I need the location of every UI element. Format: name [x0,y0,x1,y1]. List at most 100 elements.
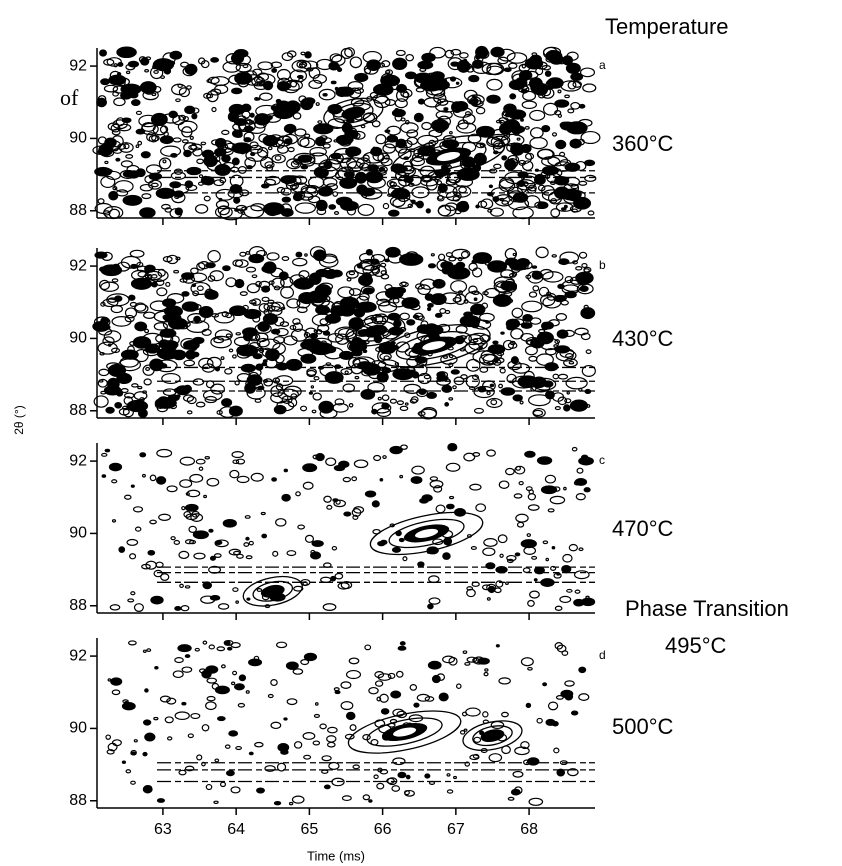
noise [267,305,283,316]
noise [195,401,206,408]
noise [134,526,142,532]
noise [122,194,143,206]
noise [512,394,523,402]
noise [504,247,518,260]
noise [291,59,312,73]
noise [528,355,538,362]
noise [262,135,279,147]
noise [536,148,555,160]
noise [413,312,424,321]
noise [125,769,132,774]
noise [380,539,388,545]
noise [266,305,276,312]
noise [391,108,406,118]
noise [392,757,406,766]
noise [198,305,214,319]
noise [215,200,230,210]
noise [505,581,509,586]
noise [499,553,504,558]
noise [554,176,570,186]
noise [144,732,156,742]
noise [309,246,326,260]
noise [164,207,173,213]
noise [331,545,338,551]
noise [573,570,590,580]
noise [547,191,563,205]
noise [263,378,274,387]
noise [564,291,577,299]
noise [578,251,588,259]
noise [374,671,385,679]
noise [397,645,407,651]
noise [578,693,590,701]
noise [111,479,118,484]
noise [520,118,524,122]
noise [525,486,533,492]
noise [510,125,523,135]
noise [253,120,267,129]
noise [179,456,196,466]
noise [497,534,508,544]
x-tick-label: 65 [300,821,318,838]
noise [481,302,489,309]
noise [111,278,119,283]
noise [436,115,452,128]
temperature-label: 430°C [612,326,674,351]
noise [551,546,556,550]
noise [514,746,530,756]
noise [139,452,147,458]
noise [210,335,232,349]
noise [448,495,455,500]
noise [458,186,467,194]
noise [290,160,300,168]
noise [489,383,495,388]
noise [544,474,557,484]
noise [271,477,277,482]
noise [120,388,129,394]
noise [489,207,504,217]
noise [255,97,261,101]
noise [556,768,566,777]
noise [388,209,400,217]
noise [137,385,143,390]
noise [315,453,325,462]
noise [135,128,146,135]
noise [164,716,174,724]
noise [402,556,408,562]
noise [111,316,132,327]
noise [158,157,172,170]
noise [337,582,350,590]
noise [368,686,379,695]
noise [334,398,345,406]
noise [557,89,562,94]
noise [319,168,329,178]
noise [307,195,321,204]
noise [488,184,494,189]
noise [186,410,193,415]
noise [129,553,137,560]
noise [323,495,332,503]
noise [204,456,211,460]
noise [292,318,301,325]
noise [472,350,496,364]
noise [325,457,337,467]
noise [558,258,570,266]
noise [554,642,564,650]
noise [427,660,442,670]
noise [173,539,181,545]
noise [349,724,357,731]
noise [360,187,383,200]
noise [518,480,524,486]
noise [145,560,157,570]
noise [231,451,244,459]
noise [569,205,582,213]
noise [466,588,476,598]
noise [560,188,582,201]
noise [317,120,323,124]
noise [495,265,502,272]
noise [566,391,570,395]
noise [155,279,165,286]
noise [112,85,127,94]
noise [560,80,582,92]
noise [303,652,318,662]
